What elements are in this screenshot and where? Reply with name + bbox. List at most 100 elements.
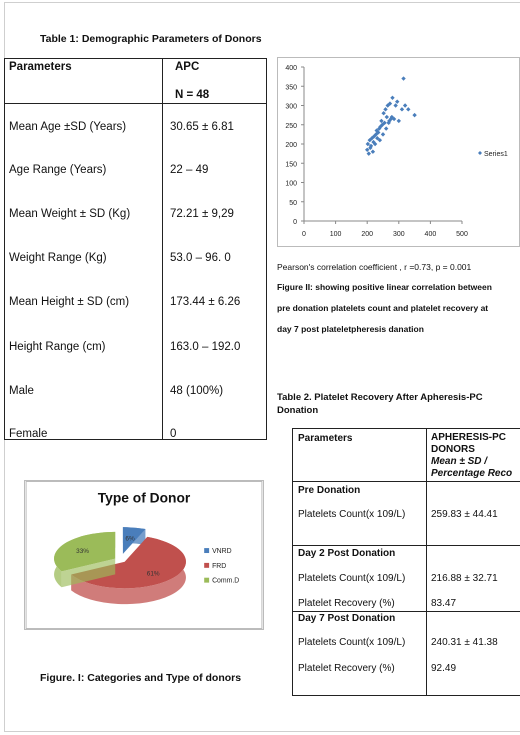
table2-header-param: Parameters — [298, 433, 353, 444]
table-cell: Mean Height ± SD (cm) — [9, 296, 130, 308]
data-point — [379, 118, 384, 124]
x-tick-label: 100 — [330, 231, 342, 238]
y-tick-label: 300 — [285, 104, 297, 111]
table-divider — [293, 545, 520, 546]
table-cell: Mean Age ±SD (Years) — [9, 121, 127, 133]
table-cell: 30.65 ± 6.81 — [170, 121, 234, 133]
y-tick-label: 350 — [285, 84, 297, 91]
table-cell: Platelets Count(x 109/L) — [298, 573, 406, 584]
data-point — [389, 114, 395, 120]
data-point — [399, 107, 405, 112]
table-cell: Weight Range (Kg) — [9, 252, 107, 264]
table2-header-col: APHERESIS-PC DONORS Mean ± SD / Percenta… — [431, 432, 512, 480]
table-cell: Platelet Recovery (%) — [298, 598, 395, 609]
data-point — [396, 118, 401, 124]
table-cell: Platelet Recovery (%) — [298, 663, 395, 674]
table-divider — [293, 611, 520, 612]
pie-slice — [122, 527, 146, 554]
data-point — [383, 126, 389, 131]
data-point — [378, 124, 383, 129]
correlation-caption: Pearson's correlation coefficient , r =0… — [277, 262, 472, 272]
y-tick-label: 200 — [285, 142, 297, 149]
y-tick-label: 50 — [289, 200, 297, 207]
data-point — [390, 95, 395, 100]
table-cell: Male — [9, 385, 34, 397]
table-cell: 83.47 — [431, 598, 457, 609]
pie-title: Type of Donor — [98, 490, 191, 506]
table-cell: 48 (100%) — [170, 385, 224, 397]
figure1-caption: Figure. I: Categories and Type of donors — [40, 672, 242, 684]
y-tick-label: 150 — [285, 161, 297, 168]
table1-header-group: APC — [175, 61, 200, 73]
data-point — [374, 128, 379, 133]
data-point — [381, 111, 386, 116]
legend-label: Comm.D — [212, 578, 239, 585]
figure2-note-line: day 7 post plateletpheresis danation — [277, 324, 424, 334]
data-point — [385, 103, 390, 108]
table-cell: Platelets Count(x 109/L) — [298, 637, 406, 648]
x-tick-label: 300 — [393, 231, 405, 238]
table-cell: 173.44 ± 6.26 — [170, 296, 241, 308]
data-point — [367, 137, 372, 143]
header-line: DONORS — [431, 444, 475, 455]
data-point — [370, 149, 376, 154]
table-cell: 259.83 ± 44.41 — [431, 509, 498, 520]
legend-label: FRD — [212, 563, 226, 570]
table1-header-n: N = 48 — [175, 89, 210, 101]
table-cell: Height Range (cm) — [9, 341, 106, 353]
data-point — [366, 151, 371, 156]
data-point — [401, 76, 406, 81]
data-point — [383, 107, 388, 112]
section-title: Pre Donation — [298, 485, 361, 496]
table2-caption-line: Donation — [277, 405, 319, 416]
scatter-chart: 0 50 100 150 200 250 300 350 400 0 100 200 300 400 50… — [277, 57, 520, 247]
table-divider — [426, 429, 427, 695]
table1-header-param: Parameters — [9, 61, 72, 73]
section-title: Day 7 Post Donation — [298, 613, 396, 624]
y-tick-label: 250 — [285, 123, 297, 130]
table2-caption-line: Table 2. Platelet Recovery After Apheres… — [277, 392, 483, 403]
data-point — [369, 136, 375, 141]
table-cell: 216.88 ± 32.71 — [431, 573, 498, 584]
pie-slice — [54, 531, 116, 588]
slice-top — [54, 531, 116, 572]
data-point — [380, 132, 386, 137]
x-tick-label: 400 — [425, 231, 437, 238]
header-line: Percentage Reco — [431, 468, 513, 479]
data-point — [384, 114, 389, 120]
data-point — [368, 143, 374, 149]
y-tick-label: 400 — [285, 65, 297, 72]
data-point — [387, 101, 393, 106]
data-point — [402, 103, 408, 108]
data-point — [395, 99, 400, 104]
demographics-table: Parameters APC N = 48 Mean Age ±SD (Year… — [4, 58, 267, 440]
data-point — [376, 130, 381, 135]
slice-side — [61, 558, 116, 588]
table-cell: 163.0 – 192.0 — [170, 341, 241, 353]
data-point — [377, 137, 383, 143]
figure2-note-line: Figure II: showing positive linear corre… — [277, 282, 492, 292]
table-cell: 92.49 — [431, 663, 457, 674]
legend-label: Series1 — [484, 151, 508, 158]
header-line: APHERESIS-PC — [431, 432, 507, 443]
slice-label: 6% — [125, 536, 135, 543]
table-cell: 22 – 49 — [170, 164, 209, 176]
pie-chart: Type of Donor 6% 61% 33% VNRD FRD Comm.D — [24, 480, 264, 630]
slice-label: 33% — [76, 548, 89, 555]
y-tick-label: 100 — [285, 181, 297, 188]
data-point — [365, 147, 370, 152]
table-divider — [293, 481, 520, 482]
table2-caption: Table 2. Platelet Recovery After Apheres… — [277, 391, 517, 417]
x-tick-label: 500 — [456, 231, 468, 238]
table-cell: 53.0 – 96. 0 — [170, 252, 231, 264]
data-point — [388, 116, 394, 122]
data-point — [372, 141, 378, 147]
table-cell: 72.21 ± 9,29 — [170, 208, 234, 220]
table-cell: Age Range (Years) — [9, 164, 107, 176]
data-point — [412, 112, 417, 118]
table1-caption: Table 1: Demographic Parameters of Donor… — [40, 33, 262, 45]
platelet-recovery-table: Parameters APHERESIS-PC DONORS Mean ± SD… — [292, 428, 520, 696]
figure2-note-line: pre donation platelets count and platele… — [277, 303, 489, 313]
slice-label: 61% — [147, 571, 160, 578]
table-divider — [162, 59, 163, 439]
